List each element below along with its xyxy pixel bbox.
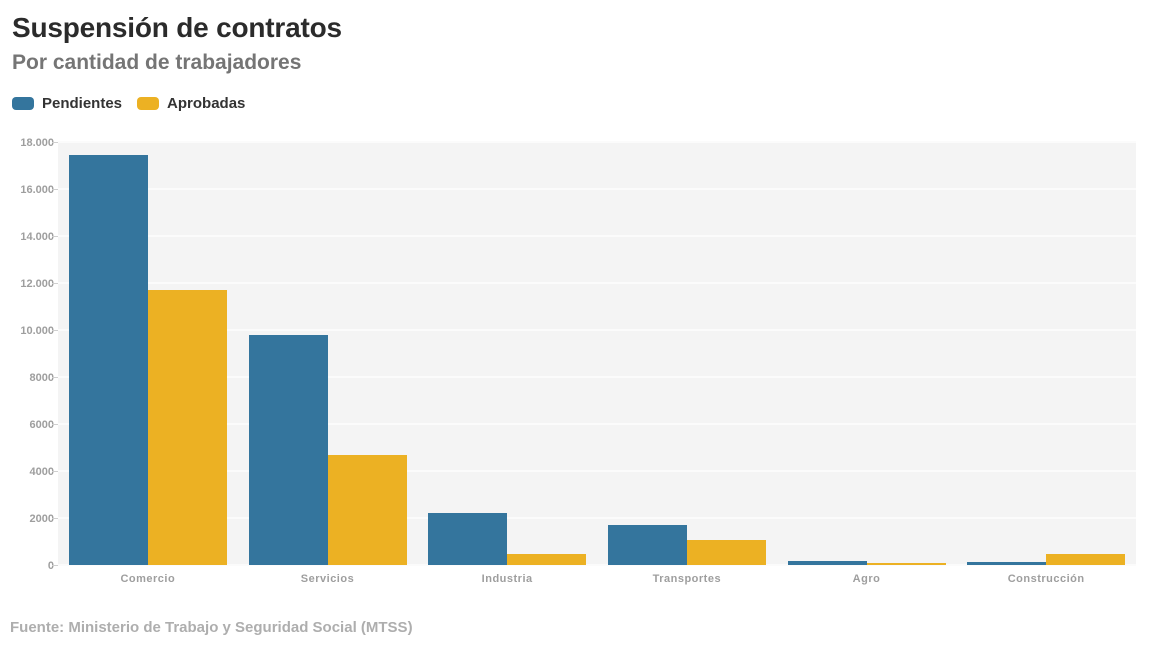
- legend-item-aprobadas: Aprobadas: [137, 95, 245, 112]
- bar-aprobadas-industria: [507, 553, 587, 565]
- x-axis-label-agro: Agro: [852, 573, 881, 585]
- y-tick-label-0: 0: [47, 560, 54, 572]
- y-axis-tick: [52, 471, 58, 472]
- legend-label: Pendientes: [42, 95, 123, 112]
- legend: Pendientes Aprobadas: [12, 95, 245, 112]
- y-tick-label-4000: 4000: [29, 466, 54, 478]
- y-axis-tick: [52, 330, 58, 331]
- gridline-8000: [58, 376, 1136, 378]
- y-tick-label-18000: 18.000: [20, 137, 54, 149]
- y-axis-tick: [52, 565, 58, 566]
- gridline-2000: [58, 517, 1136, 519]
- bar-pendientes-comercio: [68, 154, 148, 565]
- x-axis-label-servicios: Servicios: [300, 573, 355, 585]
- x-axis-label-construcción: Construcción: [1007, 573, 1085, 585]
- y-tick-label-6000: 6000: [29, 419, 54, 431]
- legend-label: Aprobadas: [167, 95, 246, 112]
- gridline-14000: [58, 235, 1136, 237]
- y-tick-label-16000: 16.000: [20, 184, 54, 196]
- legend-swatch-aprobadas: [137, 97, 160, 110]
- source-note: Fuente: Ministerio de Trabajo y Segurida…: [10, 619, 413, 636]
- y-axis-tick: [52, 283, 58, 284]
- bar-aprobadas-agro: [866, 563, 946, 565]
- y-axis-tick: [52, 424, 58, 425]
- bar-pendientes-transportes: [607, 525, 687, 565]
- y-tick-label-12000: 12.000: [20, 278, 54, 290]
- gridline-0: [58, 564, 1136, 566]
- bar-aprobadas-construcción: [1046, 554, 1126, 565]
- gridline-4000: [58, 470, 1136, 472]
- y-tick-label-14000: 14.000: [20, 231, 54, 243]
- y-tick-label-10000: 10.000: [20, 325, 54, 337]
- y-axis-tick: [52, 189, 58, 190]
- bar-pendientes-agro: [787, 561, 867, 565]
- x-axis-label-transportes: Transportes: [652, 573, 722, 585]
- bar-pendientes-industria: [428, 513, 508, 565]
- bar-aprobadas-transportes: [686, 540, 766, 565]
- bar-aprobadas-comercio: [147, 290, 227, 565]
- plot-area: [52, 141, 1136, 566]
- gridline-18000: [58, 141, 1136, 143]
- y-axis-tick: [52, 377, 58, 378]
- bar-aprobadas-servicios: [327, 454, 407, 565]
- chart-subtitle: Por cantidad de trabajadores: [12, 51, 302, 74]
- y-tick-label-2000: 2000: [29, 513, 54, 525]
- bar-pendientes-construcción: [967, 561, 1047, 565]
- y-axis-tick: [52, 142, 58, 143]
- gridline-10000: [58, 329, 1136, 331]
- y-axis-tick: [52, 518, 58, 519]
- gridline-12000: [58, 282, 1136, 284]
- y-axis-tick: [52, 236, 58, 237]
- legend-swatch-pendientes: [12, 97, 34, 110]
- y-tick-label-8000: 8000: [29, 372, 54, 384]
- bar-pendientes-servicios: [248, 334, 328, 565]
- gridline-6000: [58, 423, 1136, 425]
- chart-title: Suspensión de contratos: [12, 12, 342, 43]
- legend-item-pendientes: Pendientes: [12, 95, 122, 112]
- gridline-16000: [58, 188, 1136, 190]
- x-axis-label-comercio: Comercio: [120, 573, 176, 585]
- x-axis-label-industria: Industria: [481, 573, 533, 585]
